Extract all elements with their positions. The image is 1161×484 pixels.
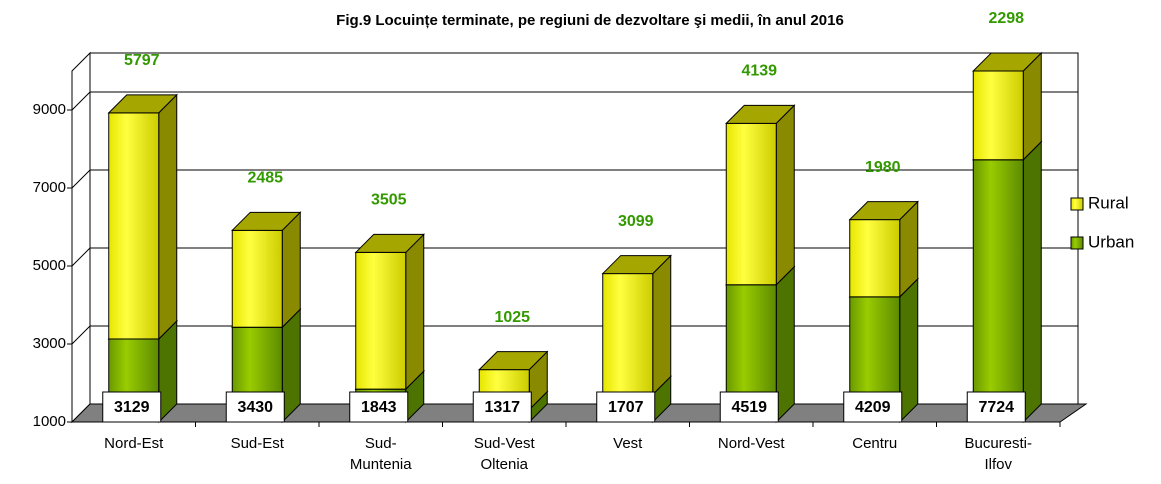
value-label: 3129 [114,399,150,416]
bar-side [281,211,301,329]
x-tick-label: Sud-Est [231,435,285,452]
bar-top [231,211,302,231]
value-label: 1843 [361,399,397,416]
bar-top [478,351,549,371]
bar-top [601,255,672,275]
bar [972,159,1024,423]
value-label: 4519 [731,399,767,416]
value-label: 4139 [741,63,777,80]
value-label: 1707 [608,399,644,416]
value-label-box [225,391,285,423]
value-label: 1980 [865,159,901,176]
bar-side [405,233,425,391]
value-label-box [349,391,409,423]
value-label: 3505 [371,192,407,209]
bar-top [848,201,919,221]
value-label-box [843,391,903,423]
bar-side [775,104,795,286]
bar-side [652,254,672,396]
floor [70,403,1088,423]
y-tick-label: 3000 [33,335,66,352]
x-tick-label: Nord-Est [104,435,164,452]
value-label-box [102,391,162,423]
value-label: 7724 [978,399,1014,416]
x-tick-label: Sud-Muntenia [350,435,412,473]
bar [108,112,160,340]
legend-label: Urban [1088,232,1134,251]
y-tick-label: 7000 [33,179,66,196]
bar-top [972,52,1043,72]
value-label-box [719,391,779,423]
x-tick-label: Nord-Vest [718,435,786,452]
y-tick-label: 5000 [33,257,66,274]
legend-swatch [1070,197,1084,211]
legend-label: Rural [1088,193,1129,212]
bar-top [354,233,425,253]
bar-top [725,104,796,124]
bar [231,229,283,328]
side-wall [71,51,91,424]
bar [725,122,777,286]
x-tick-label: Bucuresti-Ilfov [964,435,1032,473]
grid-line [71,91,1078,111]
value-label-box [966,391,1026,423]
value-label: 2485 [247,170,283,187]
value-label: 1025 [494,309,530,326]
value-label: 3430 [237,399,273,416]
x-tick-label: Centru [852,435,897,452]
legend-swatch [1070,236,1084,250]
bar [849,219,901,298]
value-label: 1317 [484,399,520,416]
value-label-box [472,391,532,423]
bar-side [158,93,178,341]
value-label: 2298 [988,10,1024,27]
x-tick-label: Vest [613,435,643,452]
bar-side [281,308,301,424]
y-tick-label: 1000 [33,413,66,430]
bar [602,273,654,395]
value-label-box [596,391,656,423]
bar-side [1022,51,1042,161]
chart-title: Fig.9 Locuințe terminate, pe regiuni de … [336,12,844,29]
bar-side [899,277,919,424]
value-label: 5797 [124,52,160,69]
x-tick-label: Sud-Vest Oltenia [474,435,536,473]
bar [355,251,407,390]
bar-side [775,265,795,424]
bar-top [107,94,178,114]
bar-side [1022,140,1042,424]
y-tick-label: 9000 [33,101,66,118]
value-label: 3099 [618,213,654,230]
value-label: 4209 [855,399,891,416]
bar [972,70,1024,161]
